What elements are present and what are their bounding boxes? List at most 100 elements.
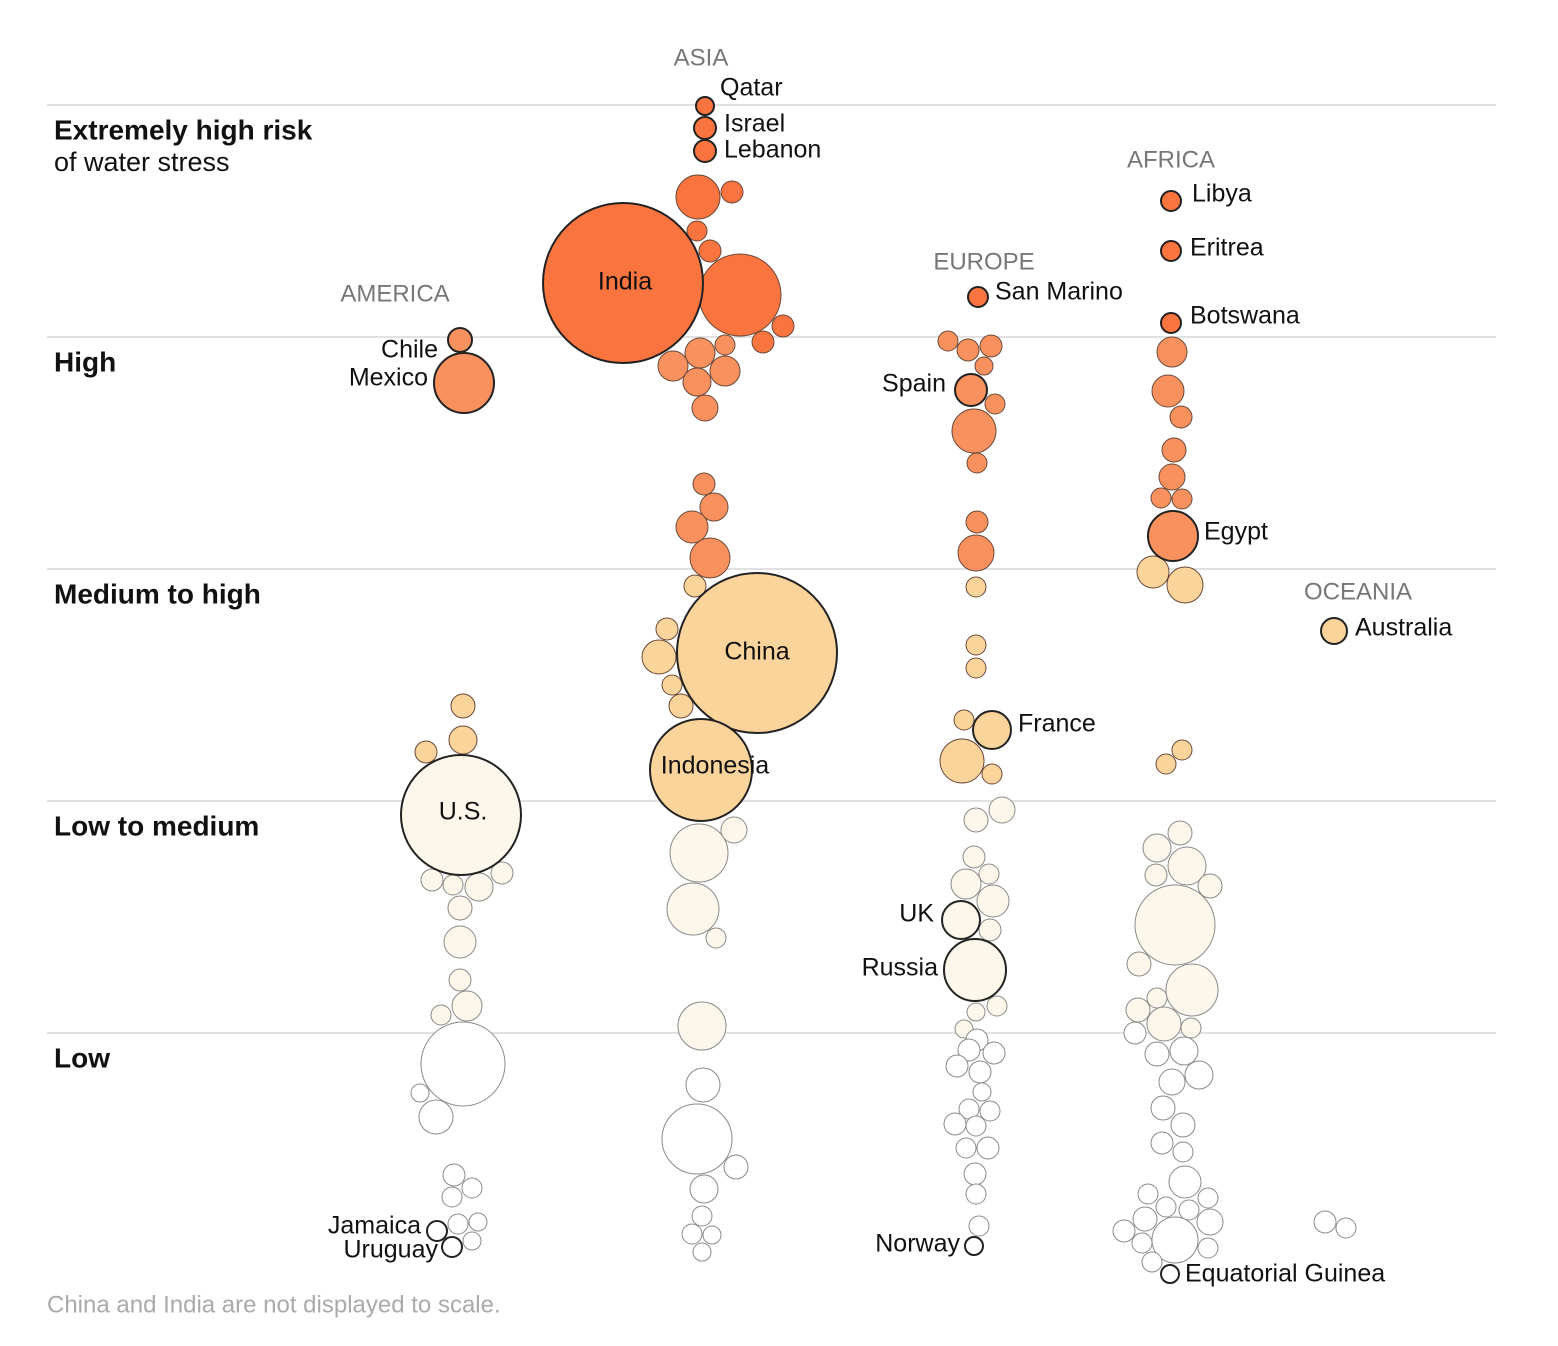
risk-label-low: Low — [54, 1042, 110, 1073]
label-uk: UK — [899, 900, 934, 928]
country-bubble — [962, 845, 986, 869]
bubble-indonesia[interactable] — [649, 718, 753, 822]
country-bubble — [986, 995, 1008, 1017]
country-bubble — [1165, 963, 1219, 1017]
label-australia: Australia — [1355, 614, 1452, 642]
country-bubble — [681, 1223, 703, 1245]
label-lebanon: Lebanon — [724, 136, 821, 164]
bubble-uruguay[interactable] — [441, 1236, 463, 1258]
bubble-mexico[interactable] — [433, 352, 495, 414]
country-bubble — [771, 314, 795, 338]
country-bubble — [714, 334, 736, 356]
bubble-san-marino[interactable] — [967, 286, 989, 308]
country-bubble — [988, 796, 1016, 824]
bubble-spain[interactable] — [954, 373, 988, 407]
country-bubble — [1196, 1208, 1224, 1236]
risk-label-extreme: Extremely high risk — [54, 114, 313, 145]
bubble-chile[interactable] — [447, 327, 473, 353]
country-bubble — [448, 968, 472, 992]
country-bubble — [1141, 1251, 1163, 1273]
label-libya: Libya — [1192, 180, 1252, 208]
country-bubble — [1150, 487, 1172, 509]
country-bubble — [661, 1103, 733, 1175]
country-bubble — [1180, 1017, 1202, 1039]
country-bubble — [1166, 566, 1204, 604]
country-bubble — [1155, 1196, 1177, 1218]
country-bubble — [950, 868, 982, 900]
country-bubble — [1155, 753, 1177, 775]
bubble-israel[interactable] — [693, 116, 717, 140]
country-bubble — [691, 394, 719, 422]
bubble-u-s[interactable] — [400, 754, 522, 876]
country-bubble — [1132, 1206, 1158, 1232]
label-san-marino: San Marino — [995, 278, 1123, 306]
bubble-eritrea[interactable] — [1160, 240, 1182, 262]
country-bubble — [462, 1231, 482, 1251]
country-bubble — [720, 816, 748, 844]
region-label-europe: EUROPE — [933, 248, 1034, 275]
label-qatar: Qatar — [720, 74, 783, 102]
country-bubble — [1178, 1199, 1200, 1221]
country-bubble — [414, 740, 438, 764]
risk-label-high: High — [54, 346, 116, 377]
country-bubble — [448, 725, 478, 755]
bubble-australia[interactable] — [1320, 617, 1348, 645]
bubble-equatorial-guinea[interactable] — [1160, 1264, 1180, 1284]
country-bubble — [1197, 1187, 1219, 1209]
country-bubble — [692, 1242, 712, 1262]
country-bubble — [677, 1001, 727, 1051]
country-bubble — [968, 1060, 992, 1084]
country-bubble — [1142, 833, 1172, 863]
country-bubble — [430, 1004, 452, 1026]
country-bubble — [1197, 873, 1223, 899]
bubble-egypt[interactable] — [1147, 510, 1199, 562]
country-bubble — [420, 1021, 506, 1107]
label-uruguay: Uruguay — [344, 1236, 439, 1264]
country-bubble — [957, 1038, 981, 1062]
country-bubble — [685, 1067, 721, 1103]
bubble-france[interactable] — [972, 710, 1012, 750]
label-israel: Israel — [724, 110, 785, 138]
country-bubble — [945, 1054, 969, 1078]
country-bubble — [1151, 374, 1185, 408]
bubble-libya[interactable] — [1160, 190, 1182, 212]
country-bubble — [655, 617, 679, 641]
country-bubble — [1161, 437, 1187, 463]
bubble-uk[interactable] — [941, 900, 981, 940]
risk-divider-lines — [47, 104, 1496, 1034]
bubble-russia[interactable] — [943, 938, 1007, 1002]
country-bubble — [1169, 405, 1193, 429]
bubble-india[interactable] — [542, 202, 704, 364]
bubble-lebanon[interactable] — [693, 139, 717, 163]
country-bubble — [698, 253, 782, 337]
country-bubble — [698, 239, 722, 263]
country-bubble — [1144, 1041, 1170, 1067]
country-bubble — [1112, 1219, 1136, 1243]
bubble-jamaica[interactable] — [426, 1220, 448, 1242]
country-bubble — [689, 1174, 719, 1204]
country-bubble — [1167, 820, 1193, 846]
label-russia: Russia — [862, 954, 939, 982]
bubble-norway[interactable] — [964, 1236, 984, 1256]
country-bubble — [1126, 951, 1152, 977]
country-bubble — [953, 709, 975, 731]
country-bubble — [966, 452, 988, 474]
country-bubble — [686, 220, 708, 242]
bubble-china[interactable] — [676, 572, 838, 734]
country-bubble — [1335, 1217, 1357, 1239]
country-bubble — [443, 925, 477, 959]
bubble-botswana[interactable] — [1160, 312, 1182, 334]
label-china: China — [724, 638, 789, 666]
country-bubble — [451, 990, 483, 1022]
bubble-qatar[interactable] — [695, 96, 715, 116]
country-bubble — [1146, 987, 1168, 1009]
country-bubble — [464, 872, 494, 902]
country-bubble — [657, 350, 689, 382]
country-bubble — [675, 174, 721, 220]
region-labels: ASIA AMERICA EUROPE AFRICA OCEANIA — [340, 44, 1412, 605]
country-bubble — [1313, 1210, 1337, 1234]
country-bubble — [447, 895, 473, 921]
country-bubble — [965, 1115, 987, 1137]
